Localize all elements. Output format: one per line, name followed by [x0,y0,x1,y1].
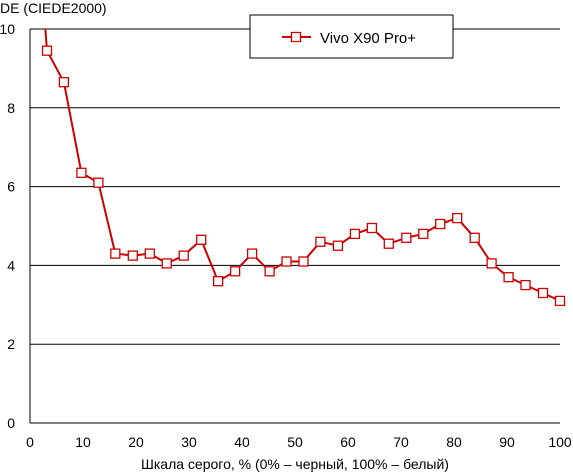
legend-label: Vivo X90 Pro+ [320,30,416,47]
legend-marker [290,31,302,43]
data-point-6 [127,250,138,261]
data-point-10 [196,234,207,245]
data-point-14 [264,266,275,277]
data-point-20 [366,222,378,234]
y-tick-label-2: 2 [7,336,15,352]
x-tick-label-20: 20 [128,434,144,450]
y-axis-label: DE (CIEDE2000) [0,0,107,16]
data-point-4 [93,177,104,188]
data-point-21 [383,238,394,249]
data-point-19 [349,228,361,240]
legend: Vivo X90 Pro+ [249,14,454,59]
x-tick-label-40: 40 [234,434,250,450]
axes [29,29,560,424]
y-tick-label-4: 4 [7,257,15,273]
data-point-17 [315,236,326,247]
data-point-30 [537,287,549,299]
data-point-26 [469,232,480,243]
x-tick-label-50: 50 [287,434,303,450]
x-tick-label-10: 10 [75,434,91,450]
data-point-28 [503,272,514,283]
x-tick-label-70: 70 [393,434,409,450]
x-tick-labels: 0 10 20 30 40 50 60 70 80 90 100 [26,434,572,450]
gridlines [30,28,560,345]
data-point-16 [298,256,309,267]
data-point-27 [486,258,497,269]
data-point-2 [58,77,70,88]
y-tick-label-8: 8 [7,100,15,116]
x-tick-label-0: 0 [26,434,34,450]
data-point-23 [418,228,429,240]
data-point-25 [452,212,463,224]
data-point-7 [144,248,155,259]
data-point-31 [554,295,566,307]
data-point-9 [178,250,189,261]
y-tick-label-6: 6 [7,179,15,195]
y-tick-label-0: 0 [7,415,15,431]
y-tick-label-10: 10 [0,21,15,37]
data-point-24 [435,218,446,230]
markers-group [41,45,566,307]
data-point-1 [41,45,53,56]
data-point-12 [229,266,241,277]
x-axis-label: Шкала серого, % (0% – черный, 100% – бел… [141,456,449,472]
data-point-15 [281,256,292,267]
data-point-29 [520,279,531,291]
x-tick-label-60: 60 [340,434,356,450]
data-point-8 [161,258,172,269]
data-point-22 [401,232,412,243]
data-point-11 [212,276,224,287]
x-tick-label-100: 100 [548,434,572,450]
data-point-3 [76,167,87,178]
y-tick-labels: 0 2 4 6 8 10 [0,21,15,431]
data-point-5 [110,248,121,259]
x-tick-label-90: 90 [499,434,515,450]
x-tick-label-30: 30 [181,434,197,450]
data-point-13 [246,248,258,259]
data-point-18 [332,240,344,251]
x-tick-label-80: 80 [446,434,462,450]
